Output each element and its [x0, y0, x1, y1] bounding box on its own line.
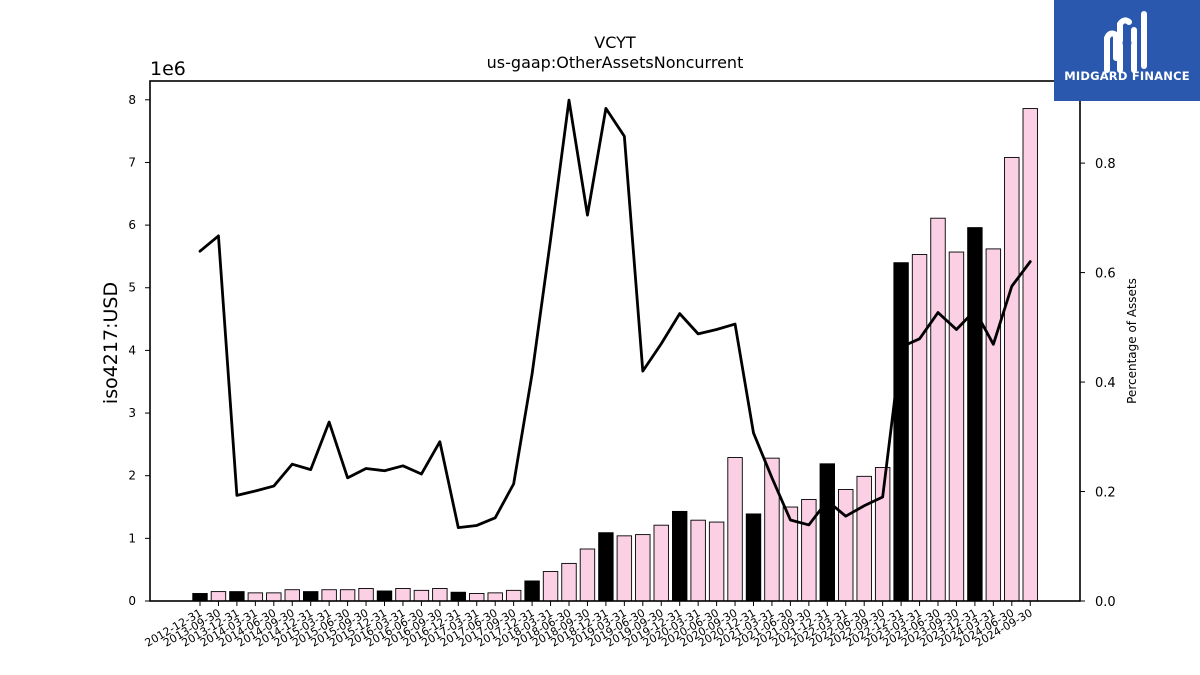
bar [266, 592, 282, 602]
bar [376, 590, 393, 602]
bar [948, 251, 965, 602]
chart-subtitle: us-gaap:OtherAssetsNoncurrent [487, 53, 744, 72]
y2-tick-label: 0.4 [1095, 376, 1116, 391]
y2-tick-label: 0.2 [1095, 486, 1116, 501]
bar [1004, 156, 1020, 602]
bar [413, 589, 430, 602]
y-tick-label: 7 [128, 155, 136, 169]
y2-tick-label: 0.0 [1095, 595, 1116, 610]
bar [247, 592, 264, 602]
y-tick-label: 1 [128, 531, 136, 545]
y2-tick-label: 0.6 [1095, 267, 1116, 282]
bar [450, 591, 466, 602]
bar [708, 521, 725, 602]
bar [395, 588, 411, 602]
y-tick-label: 2 [128, 469, 136, 483]
y-tick-label: 5 [128, 281, 136, 295]
bar [303, 591, 319, 602]
bar [321, 589, 337, 602]
bar [579, 548, 596, 602]
bar [930, 217, 946, 602]
bar [524, 580, 540, 602]
bar [653, 524, 669, 602]
y-offset-label: 1e6 [150, 58, 186, 80]
bar [819, 463, 835, 602]
bar [838, 489, 854, 602]
y2-tick-label: 0.8 [1095, 157, 1116, 172]
bar [487, 592, 503, 602]
percentage-line [198, 98, 1032, 530]
bar [192, 593, 208, 602]
bar [561, 562, 577, 602]
bar [745, 513, 762, 602]
bar [690, 519, 706, 602]
bar [727, 457, 743, 602]
bar [616, 535, 633, 602]
logo-text: MIDGARD FINANCE [1064, 69, 1190, 83]
bar [358, 588, 374, 602]
bar [542, 571, 559, 602]
y-tick-label: 8 [128, 93, 136, 107]
bar [229, 591, 245, 602]
y-axis-label: iso4217:USD [100, 282, 122, 404]
bar [210, 591, 227, 602]
bar [432, 588, 448, 602]
midgard-logo-icon [1104, 11, 1147, 73]
y-tick-label: 6 [128, 218, 136, 232]
y-tick-label: 4 [128, 343, 136, 357]
y-tick-label: 0 [128, 594, 136, 608]
bar [339, 589, 356, 602]
brand-logo: MIDGARD FINANCE [1054, 0, 1200, 101]
bar [598, 532, 614, 602]
bar [505, 589, 522, 602]
bar [911, 254, 928, 602]
y2-axis-label: Percentage of Assets [1125, 278, 1139, 404]
bar [1022, 108, 1038, 602]
bar [284, 589, 300, 602]
bar [469, 593, 485, 602]
y-tick-label: 3 [128, 406, 136, 420]
bar [635, 534, 651, 602]
bar [985, 248, 1002, 602]
bar [893, 262, 909, 602]
bar [967, 227, 983, 602]
bar [801, 499, 817, 602]
plot-frame [149, 80, 1081, 602]
chart-title: VCYT [594, 33, 636, 52]
line-group [198, 98, 1032, 530]
bar [672, 510, 688, 602]
bar-group [192, 108, 1038, 602]
bar [856, 475, 872, 602]
